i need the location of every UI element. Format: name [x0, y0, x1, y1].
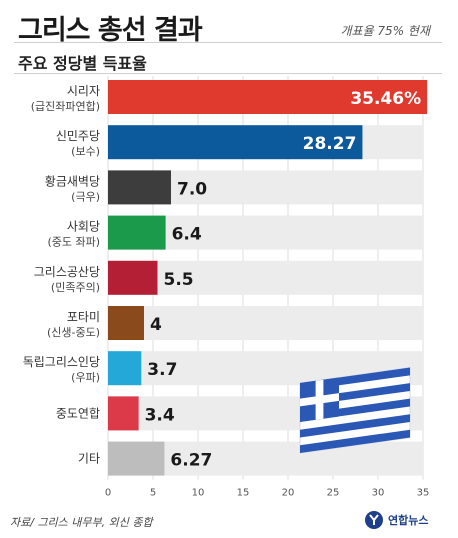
bar [108, 125, 363, 160]
bar-track [108, 306, 423, 340]
x-tick-label: 5 [150, 488, 156, 499]
x-tick-label: 30 [372, 488, 385, 499]
category-sublabel: (우파) [71, 371, 100, 384]
bar [108, 306, 144, 340]
logo-text: 연합뉴스 [388, 514, 429, 527]
x-tick-label: 35 [417, 488, 430, 499]
category-label: 기타 [78, 452, 100, 466]
data-label: 7.0 [177, 179, 207, 199]
x-tick-label: 15 [237, 488, 250, 499]
x-tick-label: 20 [282, 488, 295, 499]
x-tick-label: 25 [327, 488, 340, 499]
x-axis: 0 5 10 15 20 25 30 35 [105, 488, 430, 499]
yonhap-logo-icon [365, 511, 383, 529]
category-label: 포타미 [67, 310, 100, 324]
bar [108, 170, 171, 205]
category-label: 시리자 [67, 84, 100, 98]
category-label: 중도연합 [56, 406, 100, 420]
data-label: 5.5 [164, 270, 194, 290]
category-sublabel: (신생-중도) [47, 326, 100, 339]
bar [108, 215, 166, 250]
data-label: 35.46% [350, 89, 421, 109]
data-label: 6.4 [172, 225, 202, 245]
category-sublabel: (극우) [71, 190, 100, 203]
data-label: 6.27 [170, 451, 212, 471]
data-label: 28.27 [303, 134, 357, 154]
category-label: 사회당 [67, 220, 100, 234]
bars [108, 80, 428, 476]
chart-title: 그리스 총선 결과 [18, 15, 203, 46]
x-tick-label: 0 [105, 488, 111, 499]
bar [108, 351, 142, 386]
title-divider [14, 42, 442, 43]
bar-track [108, 260, 423, 295]
category-label: 그리스공산당 [34, 265, 100, 279]
category-sublabel: (보수) [71, 145, 100, 158]
x-tick-label: 10 [192, 488, 205, 499]
data-label: 3.4 [145, 405, 175, 425]
bar [108, 80, 428, 114]
yonhap-logo: 연합뉴스 [364, 509, 428, 531]
data-label: 3.7 [147, 360, 177, 380]
category-sublabel: (중도 좌파) [47, 236, 100, 249]
category-label: 신민주당 [56, 129, 100, 143]
bar [108, 260, 158, 295]
data-label: 4 [150, 315, 162, 335]
category-sublabel: (민족주의) [51, 281, 100, 294]
chart-subtitle: 주요 정당별 득표율 [18, 54, 147, 73]
greek-flag-icon [299, 366, 411, 454]
bar [108, 441, 165, 476]
bar [108, 396, 139, 431]
count-status-note: 개표율 75% 현재 [340, 24, 430, 38]
category-label: 독립그리스인당 [23, 355, 100, 369]
subtitle-divider [14, 73, 442, 74]
category-sublabel: (급진좌파연합) [31, 100, 100, 113]
source-note: 자료/ 그리스 내무부, 외신 종합 [10, 516, 153, 529]
labels: 시리자 (급진좌파연합) 35.46% 신민주당 (보수) 28.27 황금새벽당 (극우) 7… [23, 84, 421, 471]
category-label: 황금새벽당 [45, 174, 100, 188]
